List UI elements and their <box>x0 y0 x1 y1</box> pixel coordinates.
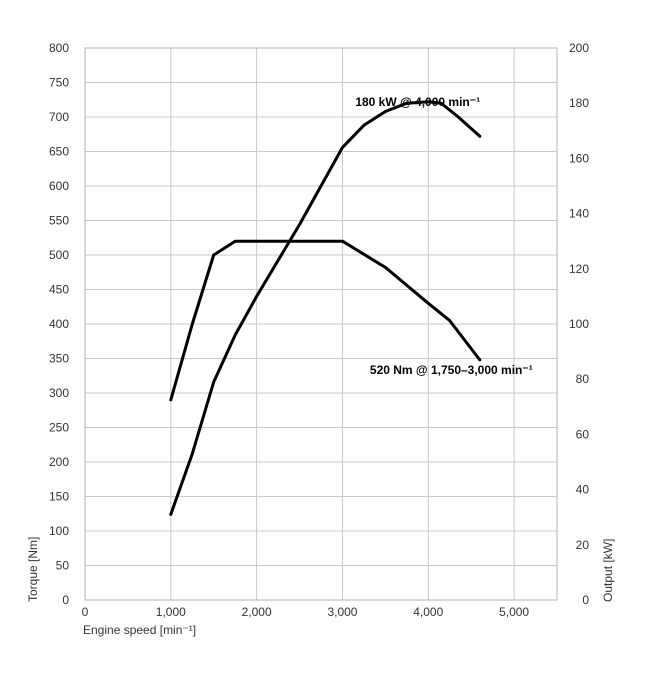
y-left-tick-label: 800 <box>49 41 69 55</box>
y-right-tick-label: 60 <box>576 427 590 441</box>
tick-labels: 0501001502002503003504004505005506006507… <box>49 41 589 619</box>
y-right-tick-label: 40 <box>576 483 590 497</box>
y-left-axis-title: Torque [Nm] <box>26 537 40 602</box>
x-tick-label: 2,000 <box>242 605 272 619</box>
y-left-tick-label: 350 <box>49 352 69 366</box>
y-right-tick-label: 200 <box>569 41 589 55</box>
output-curve <box>169 100 482 516</box>
y-left-tick-label: 0 <box>62 593 69 607</box>
y-right-tick-label: 100 <box>569 317 589 331</box>
x-tick-label: 0 <box>82 605 89 619</box>
y-left-tick-label: 50 <box>56 559 70 573</box>
y-left-tick-label: 750 <box>49 76 69 90</box>
y-left-tick-label: 500 <box>49 248 69 262</box>
x-tick-label: 1,000 <box>156 605 186 619</box>
torque-curve <box>169 239 482 402</box>
y-left-tick-label: 250 <box>49 421 69 435</box>
y-right-axis-title: Output [kW] <box>601 539 615 602</box>
annotations: 180 kW @ 4,000 min⁻¹ 520 Nm @ 1,750–3,000… <box>355 95 532 377</box>
output-peak-annotation: 180 kW @ 4,000 min⁻¹ <box>355 95 480 109</box>
y-left-tick-label: 400 <box>49 317 69 331</box>
y-left-tick-label: 550 <box>49 214 69 228</box>
grid <box>84 47 558 601</box>
y-left-tick-label: 600 <box>49 179 69 193</box>
x-tick-label: 5,000 <box>499 605 529 619</box>
y-right-tick-label: 120 <box>569 262 589 276</box>
y-left-tick-label: 100 <box>49 524 69 538</box>
torque-peak-annotation: 520 Nm @ 1,750–3,000 min⁻¹ <box>370 363 533 377</box>
x-axis-title: Engine speed [min⁻¹] <box>83 623 196 637</box>
y-right-tick-label: 180 <box>569 96 589 110</box>
y-right-tick-label: 160 <box>569 151 589 165</box>
y-right-tick-label: 0 <box>582 593 589 607</box>
y-left-tick-label: 450 <box>49 283 69 297</box>
y-right-tick-label: 140 <box>569 207 589 221</box>
y-left-tick-label: 300 <box>49 386 69 400</box>
y-left-tick-label: 200 <box>49 455 69 469</box>
y-right-tick-label: 20 <box>576 538 590 552</box>
x-tick-label: 4,000 <box>413 605 443 619</box>
x-tick-label: 3,000 <box>327 605 357 619</box>
y-left-tick-label: 150 <box>49 490 69 504</box>
plot-frame <box>84 47 558 601</box>
y-right-tick-label: 80 <box>576 372 590 386</box>
y-left-tick-label: 650 <box>49 145 69 159</box>
y-left-tick-label: 700 <box>49 110 69 124</box>
series <box>169 100 482 516</box>
